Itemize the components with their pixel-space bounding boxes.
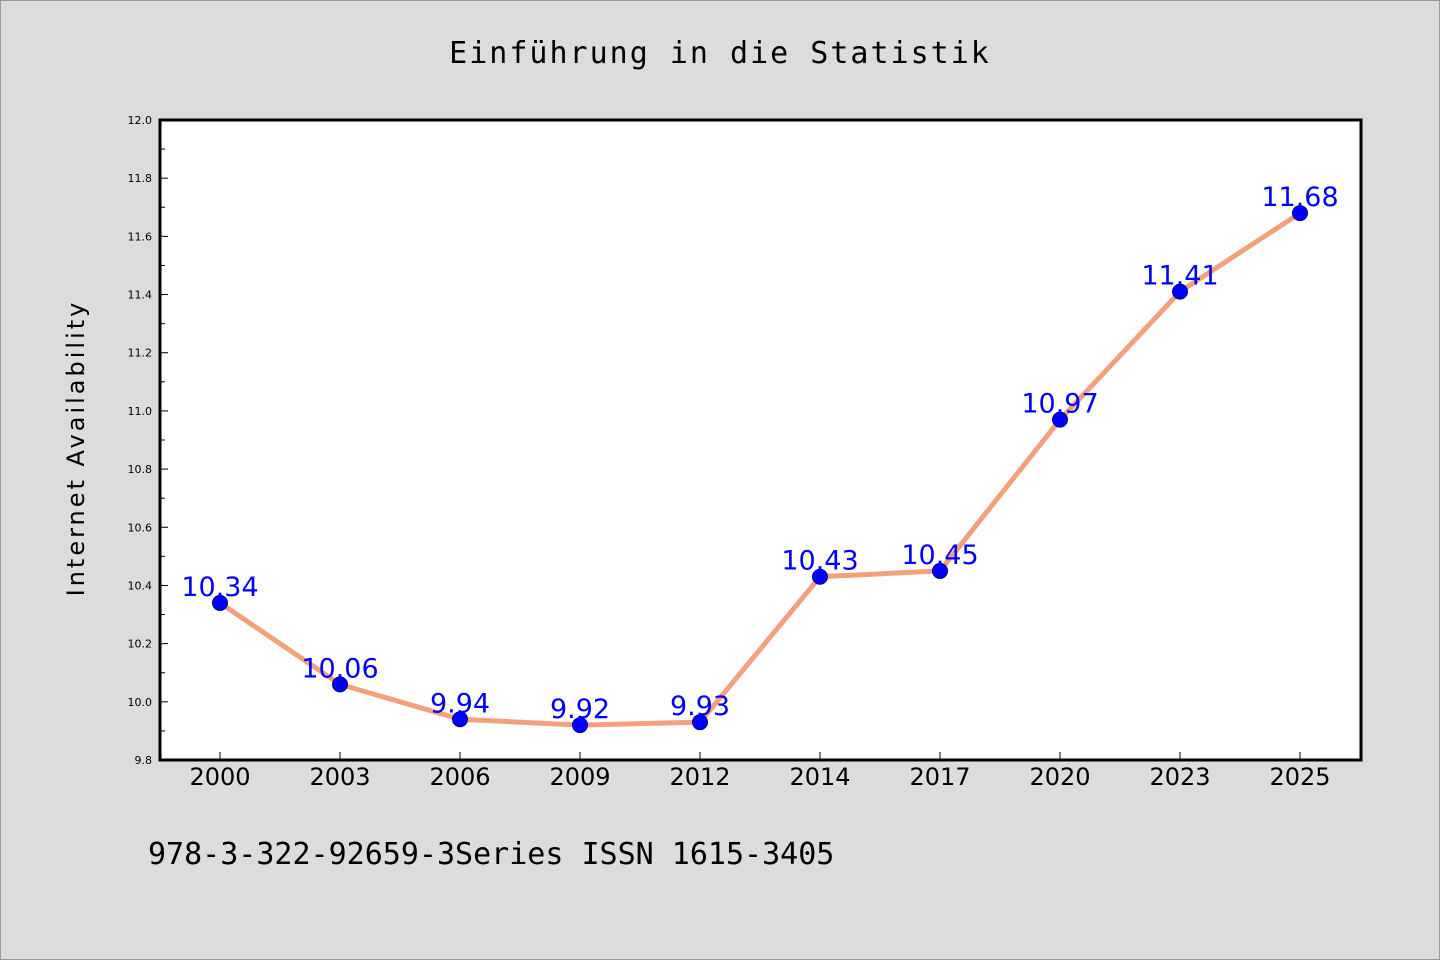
data-labels: 10.34 10.06 9.94 9.92 9.93 10.43 10.45 10.97 11.… <box>181 182 1338 725</box>
data-label: 10.45 <box>901 540 978 571</box>
data-point <box>692 714 708 731</box>
data-point <box>452 711 468 728</box>
data-point <box>1172 283 1188 300</box>
x-tick-label: 2023 <box>1149 763 1210 791</box>
y-axis-label: Internet Availability <box>62 300 90 597</box>
data-point <box>932 562 948 579</box>
data-label: 10.43 <box>781 546 858 577</box>
y-tick-label: 10.6 <box>128 521 153 534</box>
y-tick-label: 9.8 <box>135 754 153 767</box>
data-label: 11.68 <box>1261 182 1338 213</box>
x-tick-label: 2006 <box>429 763 490 791</box>
y-tick-label: 11.0 <box>128 405 153 418</box>
data-point <box>812 568 828 585</box>
y-tick-label: 10.8 <box>128 463 153 476</box>
plot-area <box>158 118 1363 762</box>
chart-title: Einführung in die Statistik <box>449 36 991 71</box>
y-tick-label: 10.0 <box>128 696 153 709</box>
x-tick-label: 2017 <box>909 763 970 791</box>
x-tick-label: 2009 <box>549 763 610 791</box>
data-label: 9.92 <box>550 694 610 725</box>
data-point <box>1292 205 1308 222</box>
y-tick-label: 10.4 <box>128 579 153 592</box>
x-tick-label: 2003 <box>309 763 370 791</box>
y-tick-label: 11.8 <box>128 172 153 185</box>
data-label: 9.94 <box>430 688 490 719</box>
data-point <box>1052 411 1068 428</box>
data-label: 9.93 <box>670 691 730 722</box>
y-tick-label: 11.6 <box>128 230 153 243</box>
x-tick-label: 2020 <box>1029 763 1090 791</box>
series-line <box>217 210 1303 728</box>
y-tick-label: 11.4 <box>128 289 153 302</box>
data-label: 10.06 <box>301 653 378 684</box>
data-label: 10.97 <box>1021 389 1098 420</box>
x-tick-label: 2000 <box>189 763 250 791</box>
data-label: 11.41 <box>1141 261 1218 292</box>
y-tick-label: 12.0 <box>128 114 153 127</box>
x-tick-label: 2025 <box>1269 763 1330 791</box>
data-point <box>332 676 348 693</box>
data-point <box>212 594 228 611</box>
series-line-group <box>217 210 1303 728</box>
x-tick-label: 2014 <box>789 763 850 791</box>
data-point <box>572 717 588 734</box>
y-tick-label: 10.2 <box>128 638 153 651</box>
y-axis-ticks: 9.8 10.0 10.2 10.4 10.6 10.8 11.0 11.2 11.4 11.6 1… <box>128 114 168 767</box>
series-markers <box>212 205 1308 734</box>
y-tick-label: 11.2 <box>128 347 153 360</box>
x-axis-ticks: 2000 2003 2006 2009 2012 2014 2017 2020 2023 2025 <box>189 752 1331 791</box>
footer-text: 978-3-322-92659-3Series ISSN 1615-3405 <box>148 837 834 872</box>
x-tick-label: 2012 <box>669 763 730 791</box>
data-label: 10.34 <box>181 572 258 603</box>
